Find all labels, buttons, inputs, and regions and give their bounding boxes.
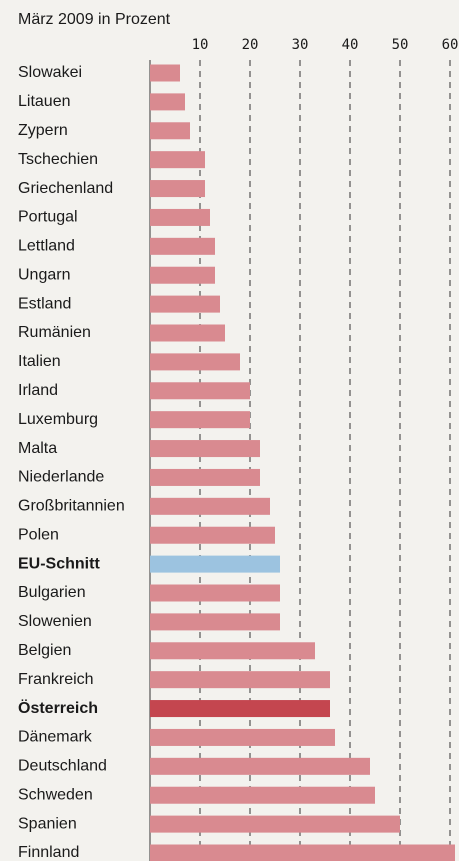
y-tick-label: Dänemark — [18, 729, 93, 746]
bar — [150, 411, 250, 429]
bar — [150, 555, 280, 573]
x-tick-label: 20 — [242, 37, 259, 53]
chart-subtitle: März 2009 in Prozent — [18, 11, 171, 28]
bar — [150, 844, 455, 861]
y-tick-label: Ungarn — [18, 266, 70, 283]
y-tick-label: Österreich — [18, 698, 98, 717]
y-tick-label: Frankreich — [18, 671, 94, 688]
y-tick-label: Spanien — [18, 815, 77, 832]
y-tick-label: Niederlande — [18, 469, 104, 486]
bar — [150, 671, 330, 689]
y-tick-label: Litauen — [18, 93, 71, 110]
bar — [150, 728, 335, 746]
y-tick-label: Zypern — [18, 122, 68, 139]
bar — [150, 497, 270, 515]
y-tick-label: Malta — [18, 440, 57, 457]
bar — [150, 757, 370, 775]
bar — [150, 295, 220, 313]
y-tick-label: Italien — [18, 353, 61, 370]
bar — [150, 382, 250, 400]
bar — [150, 122, 190, 140]
y-tick-label: Großbritannien — [18, 498, 125, 515]
x-tick-label: 40 — [342, 37, 359, 53]
bar — [150, 93, 185, 111]
bar — [150, 526, 275, 544]
y-tick-label: Slowakei — [18, 64, 82, 81]
x-tick-label: 30 — [292, 37, 309, 53]
bar — [150, 642, 315, 660]
bar — [150, 468, 260, 486]
bar — [150, 64, 180, 82]
y-tick-label: Estland — [18, 295, 71, 312]
y-tick-label: Polen — [18, 526, 59, 543]
bar — [150, 815, 400, 833]
bar — [150, 700, 330, 718]
bar — [150, 208, 210, 226]
bar — [150, 613, 280, 631]
bar — [150, 180, 205, 198]
bar — [150, 353, 240, 371]
y-tick-label: Tschechien — [18, 151, 98, 168]
y-tick-label: EU-Schnitt — [18, 555, 100, 572]
bar — [150, 584, 280, 602]
y-tick-label: Finnland — [18, 844, 79, 861]
y-tick-label: Belgien — [18, 642, 71, 659]
bar — [150, 151, 205, 169]
y-tick-label: Luxemburg — [18, 411, 98, 428]
y-tick-label: Deutschland — [18, 758, 107, 775]
y-tick-label: Rumänien — [18, 324, 91, 341]
y-tick-label: Irland — [18, 382, 58, 399]
y-tick-label: Portugal — [18, 209, 78, 226]
y-tick-label: Slowenien — [18, 613, 92, 630]
bar — [150, 324, 225, 342]
bar — [150, 237, 215, 255]
x-tick-label: 60 — [442, 37, 459, 53]
bar — [150, 266, 215, 284]
bar — [150, 440, 260, 458]
bar — [150, 786, 375, 804]
y-tick-label: Griechenland — [18, 180, 113, 197]
x-tick-label: 10 — [192, 37, 209, 53]
y-tick-label: Lettland — [18, 238, 75, 255]
x-tick-label: 50 — [392, 37, 409, 53]
y-tick-label: Schweden — [18, 786, 93, 803]
y-tick-label: Bulgarien — [18, 584, 86, 601]
